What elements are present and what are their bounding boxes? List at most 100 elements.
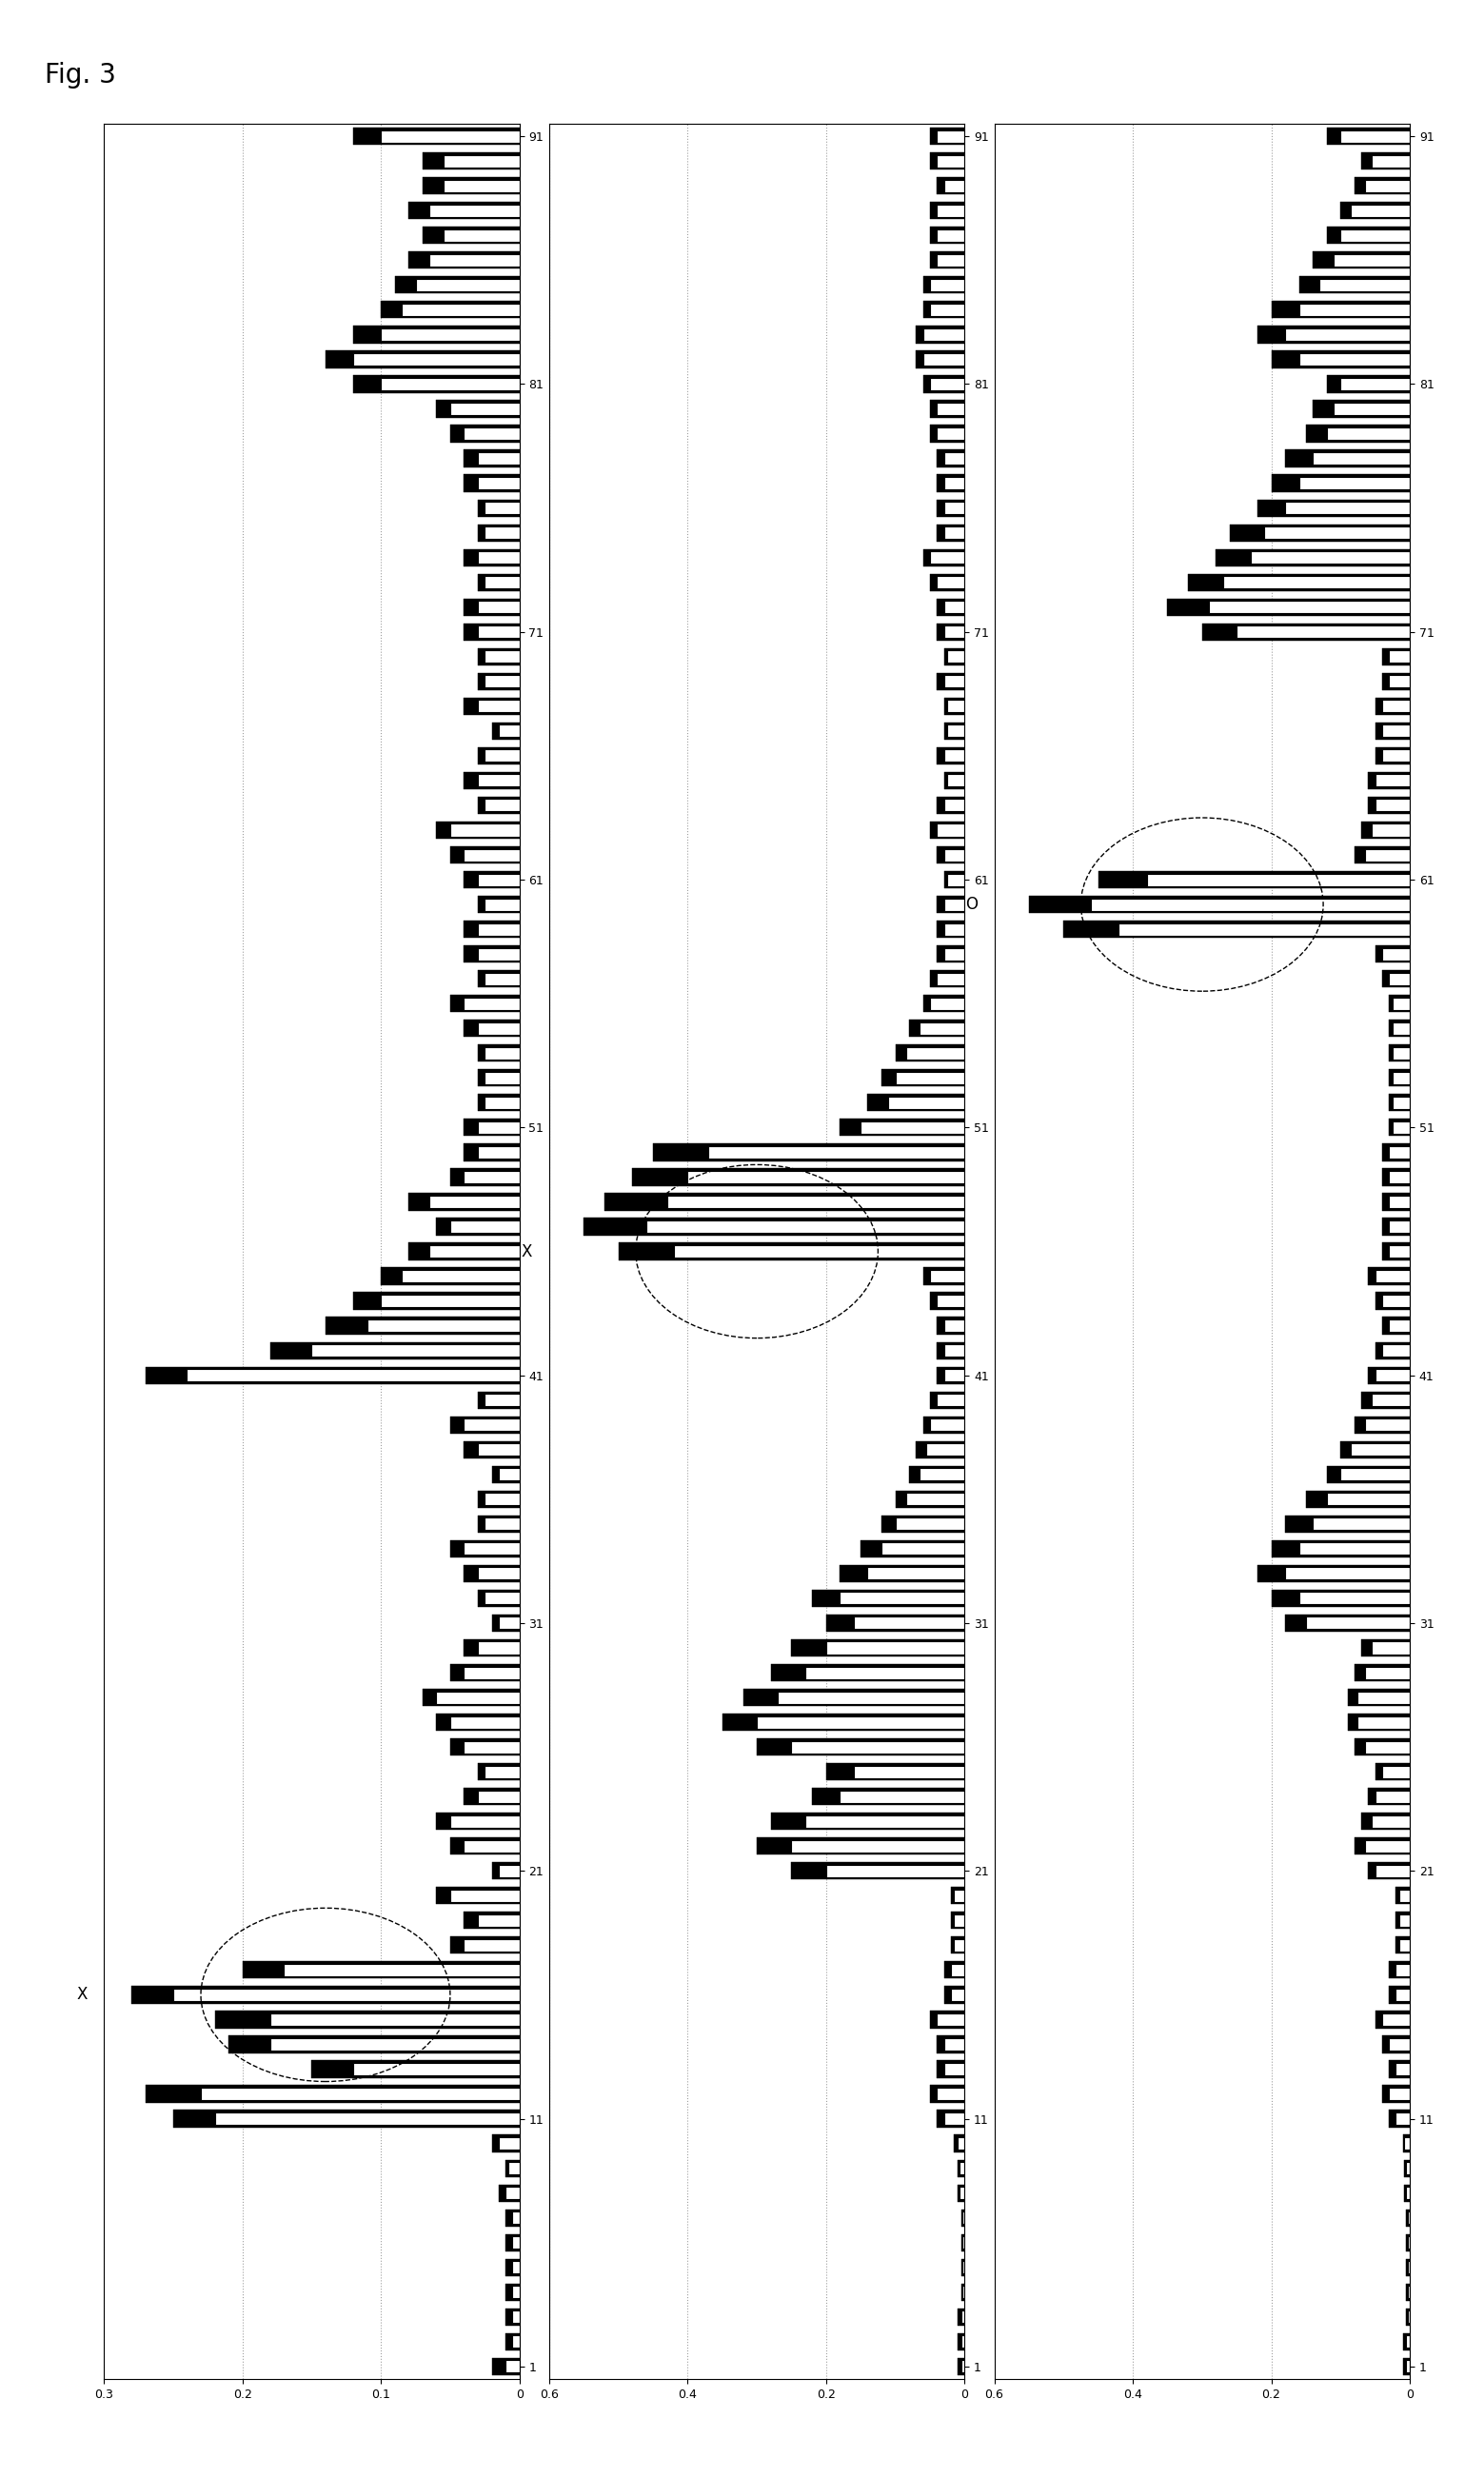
- Bar: [478, 922, 519, 934]
- Bar: [930, 151, 965, 169]
- Bar: [853, 1764, 965, 1777]
- Bar: [499, 2136, 519, 2148]
- Bar: [868, 1566, 965, 1578]
- Bar: [1376, 1341, 1410, 1358]
- Bar: [1402, 2334, 1410, 2349]
- Bar: [464, 1787, 519, 1804]
- Bar: [485, 1095, 519, 1108]
- Bar: [1147, 872, 1410, 885]
- Bar: [1355, 1415, 1410, 1432]
- Bar: [1382, 748, 1410, 761]
- Bar: [450, 1539, 519, 1556]
- Bar: [242, 1963, 519, 1977]
- Bar: [464, 1564, 519, 1581]
- Bar: [436, 1888, 519, 1903]
- Bar: [512, 2210, 519, 2225]
- Bar: [499, 724, 519, 736]
- Bar: [145, 2084, 519, 2101]
- Bar: [951, 1913, 965, 1928]
- Bar: [1392, 996, 1410, 1009]
- Bar: [1382, 672, 1410, 689]
- Bar: [485, 501, 519, 513]
- Bar: [512, 2285, 519, 2300]
- Bar: [1408, 2235, 1410, 2250]
- Bar: [1382, 947, 1410, 959]
- Bar: [936, 449, 965, 466]
- Bar: [1306, 1489, 1410, 1507]
- Bar: [1355, 176, 1410, 193]
- Bar: [512, 2334, 519, 2349]
- Bar: [478, 947, 519, 959]
- Bar: [827, 1640, 965, 1653]
- Bar: [491, 2134, 519, 2151]
- Bar: [957, 2359, 965, 2374]
- Bar: [1389, 1963, 1410, 1977]
- Bar: [962, 2309, 965, 2324]
- Bar: [1313, 399, 1410, 416]
- Bar: [944, 1963, 965, 1977]
- Bar: [936, 426, 965, 439]
- Bar: [1408, 2309, 1410, 2324]
- Bar: [485, 674, 519, 686]
- Bar: [464, 1938, 519, 1950]
- Bar: [930, 1417, 965, 1430]
- Bar: [491, 2359, 519, 2374]
- Bar: [450, 401, 519, 414]
- Bar: [485, 1492, 519, 1504]
- Bar: [1396, 1888, 1410, 1903]
- Bar: [1298, 1541, 1410, 1556]
- Bar: [757, 1715, 965, 1727]
- Bar: [936, 1365, 965, 1383]
- Bar: [464, 426, 519, 439]
- Bar: [1236, 624, 1410, 637]
- Bar: [215, 2010, 519, 2027]
- Bar: [478, 1442, 519, 1455]
- Bar: [1064, 919, 1410, 937]
- Bar: [1376, 2010, 1410, 2027]
- Bar: [478, 1588, 519, 1606]
- Bar: [1350, 203, 1410, 216]
- Bar: [478, 523, 519, 540]
- Bar: [1098, 870, 1410, 887]
- Bar: [959, 2161, 965, 2176]
- Bar: [930, 1390, 965, 1408]
- Bar: [429, 203, 519, 216]
- Bar: [450, 1663, 519, 1680]
- Bar: [478, 498, 519, 515]
- Bar: [1340, 201, 1410, 218]
- Bar: [512, 2260, 519, 2275]
- Bar: [1407, 2161, 1410, 2176]
- Bar: [936, 2086, 965, 2099]
- Bar: [464, 1417, 519, 1430]
- Bar: [1091, 897, 1410, 909]
- Bar: [408, 201, 519, 218]
- Bar: [951, 1963, 965, 1977]
- Bar: [353, 126, 519, 144]
- Bar: [1371, 823, 1410, 835]
- Bar: [936, 622, 965, 639]
- Bar: [270, 2012, 519, 2025]
- Bar: [936, 2059, 965, 2077]
- Bar: [353, 352, 519, 364]
- Bar: [464, 1142, 519, 1160]
- Bar: [499, 1616, 519, 1628]
- Bar: [464, 1118, 519, 1135]
- Bar: [936, 498, 965, 515]
- Bar: [944, 451, 965, 463]
- Bar: [1361, 820, 1410, 838]
- Bar: [464, 696, 519, 714]
- Bar: [353, 325, 519, 342]
- Bar: [312, 2059, 519, 2077]
- Bar: [959, 2186, 965, 2200]
- Bar: [812, 1787, 965, 1804]
- Bar: [910, 1018, 965, 1036]
- Bar: [1257, 325, 1410, 342]
- Bar: [840, 1789, 965, 1802]
- Bar: [491, 1616, 519, 1631]
- Bar: [1382, 1192, 1410, 1209]
- Bar: [923, 548, 965, 565]
- Bar: [145, 1365, 519, 1383]
- Bar: [325, 1316, 519, 1333]
- Bar: [1376, 773, 1410, 786]
- Bar: [464, 771, 519, 788]
